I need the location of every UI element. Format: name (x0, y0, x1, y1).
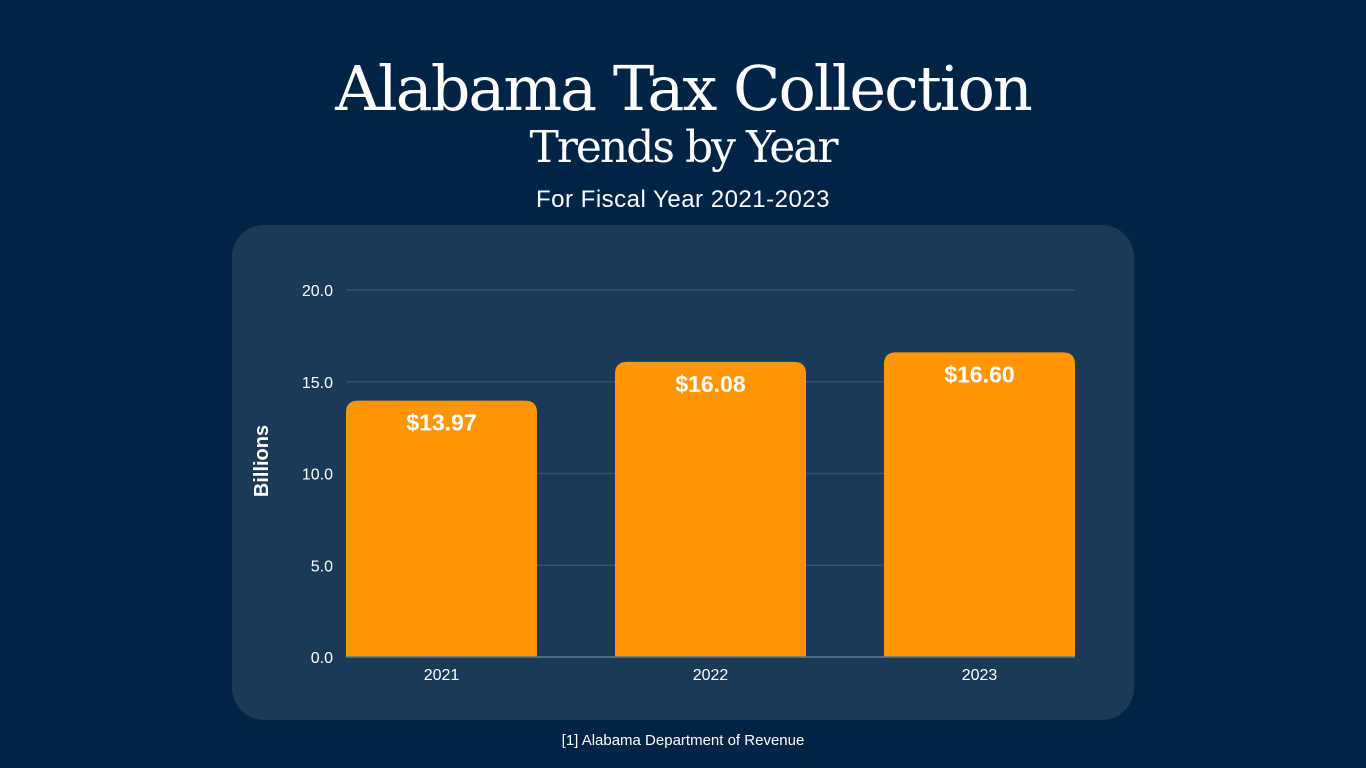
y-tick-label: 10.0 (302, 467, 333, 484)
data-label: $13.97 (406, 410, 476, 436)
y-tick-label: 15.0 (302, 375, 333, 392)
x-tick-label: 2022 (693, 667, 729, 684)
bar-2023 (884, 352, 1075, 657)
x-tick-label: 2021 (424, 667, 460, 684)
chart-title: Alabama Tax Collection (335, 52, 1033, 125)
y-tick-label: 20.0 (302, 283, 333, 300)
x-tick-label: 2023 (962, 667, 998, 684)
data-label: $16.60 (944, 361, 1014, 387)
chart-title-line2: Trends by Year (529, 122, 838, 173)
y-tick-label: 5.0 (311, 558, 333, 575)
chart-subtitle: For Fiscal Year 2021-2023 (535, 186, 830, 213)
y-axis-label: Billions (251, 425, 273, 497)
bar-2022 (615, 361, 806, 657)
source-note: [1] Alabama Department of Revenue (561, 732, 805, 749)
y-tick-label: 0.0 (311, 650, 333, 667)
bar-2021 (346, 400, 537, 657)
data-label: $16.08 (675, 371, 746, 397)
